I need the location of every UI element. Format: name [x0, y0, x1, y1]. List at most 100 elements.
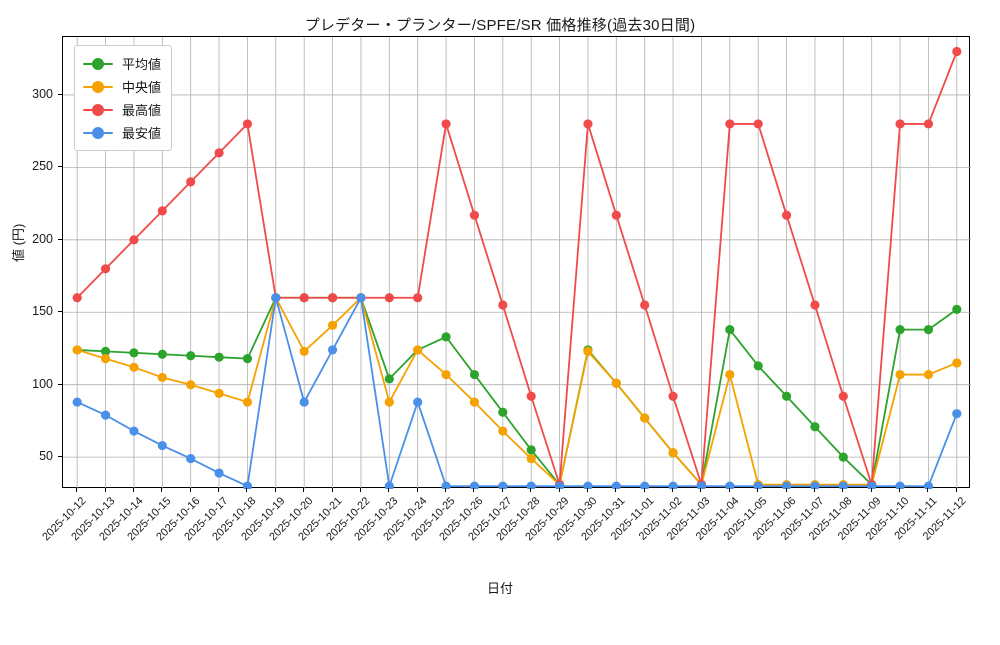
data-point	[526, 391, 536, 401]
data-point	[413, 293, 423, 303]
data-point	[271, 293, 281, 303]
data-point	[838, 481, 848, 489]
data-point	[611, 481, 621, 489]
x-tick-mark	[104, 488, 106, 492]
x-tick-mark	[161, 488, 163, 492]
data-point	[100, 410, 111, 420]
legend-item-3[interactable]: 最安値	[83, 121, 161, 144]
y-tick-label: 300	[32, 86, 53, 101]
x-tick-mark	[927, 488, 929, 492]
data-point	[72, 345, 82, 355]
data-point	[100, 264, 111, 274]
data-point	[441, 332, 451, 342]
data-point	[157, 440, 167, 451]
data-point	[469, 397, 480, 407]
data-point	[781, 210, 792, 220]
x-tick-mark	[331, 488, 333, 492]
x-tick-mark	[728, 488, 730, 492]
data-point	[725, 481, 735, 489]
data-point	[100, 354, 111, 364]
x-tick-mark	[672, 488, 674, 492]
data-point	[867, 481, 877, 489]
data-point	[753, 361, 763, 371]
data-point	[640, 300, 650, 310]
data-point	[810, 300, 820, 310]
data-point	[640, 481, 650, 489]
y-tick-mark	[58, 383, 62, 385]
legend-item-1[interactable]: 中央値	[83, 75, 161, 98]
series-3	[72, 293, 962, 489]
x-tick-mark	[955, 488, 957, 492]
data-point	[498, 300, 508, 310]
x-tick-mark	[530, 488, 532, 492]
x-tick-mark	[303, 488, 305, 492]
data-point	[469, 481, 480, 489]
data-point	[668, 391, 678, 401]
y-tick-mark	[58, 166, 62, 168]
x-tick-mark	[643, 488, 645, 492]
x-tick-mark	[189, 488, 191, 492]
data-point	[952, 358, 962, 368]
legend-item-0[interactable]: 平均値	[83, 52, 161, 75]
data-point	[214, 352, 224, 362]
series-0	[72, 293, 962, 489]
data-point	[242, 397, 253, 407]
data-point	[526, 445, 536, 455]
x-tick-mark	[473, 488, 475, 492]
legend-item-label: 最高値	[122, 103, 162, 118]
data-point	[753, 119, 763, 129]
data-point	[100, 346, 111, 356]
data-point	[781, 481, 792, 489]
data-point	[384, 293, 394, 303]
data-point	[214, 388, 224, 398]
data-point	[327, 345, 338, 355]
x-tick-mark	[388, 488, 390, 492]
data-point	[810, 422, 820, 432]
data-point	[242, 354, 253, 364]
data-point	[895, 369, 905, 380]
data-point	[157, 372, 167, 383]
data-point	[299, 293, 309, 303]
data-point	[129, 362, 139, 372]
data-point	[214, 468, 224, 478]
y-tick-mark	[58, 456, 62, 458]
data-point	[413, 397, 423, 407]
y-tick-label: 200	[32, 231, 53, 246]
data-point	[327, 293, 338, 303]
data-point	[895, 325, 905, 335]
data-point	[952, 304, 962, 314]
x-tick-mark	[870, 488, 872, 492]
data-point	[384, 374, 394, 384]
legend-swatch-icon	[83, 126, 113, 140]
data-point	[952, 46, 962, 57]
x-tick-mark	[785, 488, 787, 492]
data-point	[611, 210, 621, 220]
x-tick-mark	[842, 488, 844, 492]
data-point	[725, 119, 735, 129]
data-point	[441, 481, 451, 489]
x-tick-mark	[445, 488, 447, 492]
data-point	[299, 397, 309, 407]
y-axis-label: 値 (円)	[11, 223, 26, 262]
data-point	[611, 378, 621, 388]
x-tick-mark	[416, 488, 418, 492]
x-tick-mark	[899, 488, 901, 492]
chart-title: プレデター・プランター/SPFE/SR 価格推移(過去30日間)	[304, 17, 696, 34]
x-tick-mark	[813, 488, 815, 492]
chart-legend: 平均値 中央値最高値最安値	[74, 45, 173, 151]
series-2	[72, 46, 962, 489]
data-point	[186, 177, 196, 187]
data-point	[157, 206, 167, 216]
x-tick-mark	[246, 488, 248, 492]
legend-item-label: 最安値	[122, 126, 162, 141]
data-point	[583, 481, 593, 489]
data-point	[696, 481, 707, 489]
x-tick-mark	[586, 488, 588, 492]
x-tick-mark	[274, 488, 276, 492]
data-point	[668, 481, 678, 489]
data-point	[838, 391, 848, 401]
data-point	[441, 119, 451, 129]
data-point	[895, 481, 905, 489]
data-point	[242, 119, 253, 129]
legend-item-2[interactable]: 最高値	[83, 98, 161, 121]
